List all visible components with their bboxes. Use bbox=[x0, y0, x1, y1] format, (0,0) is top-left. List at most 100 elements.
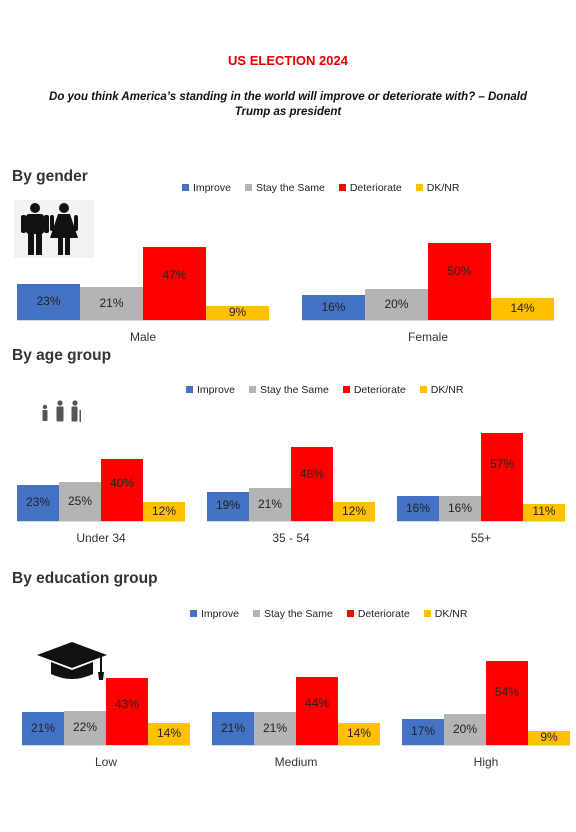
data-label: 23% bbox=[36, 294, 61, 308]
legend-item-improve: Improve bbox=[190, 608, 239, 620]
bar-deteriorate bbox=[296, 676, 338, 745]
category-label: Medium bbox=[274, 755, 318, 769]
legend-label-dknr: DK/NR bbox=[434, 608, 468, 620]
bar-deteriorate bbox=[428, 242, 491, 320]
data-label: 22% bbox=[72, 720, 98, 734]
legend-swatch-improve bbox=[186, 386, 193, 393]
data-label: 21% bbox=[30, 721, 56, 735]
bar-dknr bbox=[491, 298, 554, 320]
data-label: 21% bbox=[220, 721, 246, 735]
man-woman-icon bbox=[14, 200, 94, 258]
legend-item-improve: Improve bbox=[182, 182, 231, 194]
legend-swatch-improve bbox=[182, 184, 189, 191]
category-label: Female bbox=[407, 330, 448, 344]
category-label: Male bbox=[129, 330, 156, 344]
chart-baseline bbox=[17, 320, 269, 321]
data-label: 20% bbox=[384, 297, 409, 311]
graduation-cap-icon bbox=[37, 642, 107, 680]
bar-improve bbox=[212, 712, 254, 745]
data-label: 12% bbox=[151, 504, 177, 518]
legend-label-same: Stay the Same bbox=[263, 608, 333, 620]
legend-item-same: Stay the Same bbox=[252, 608, 333, 620]
data-label: 25% bbox=[67, 494, 93, 508]
data-label: 21% bbox=[99, 296, 124, 310]
bar-same bbox=[439, 496, 481, 521]
data-label: 14% bbox=[510, 301, 535, 315]
legend-item-dknr: DK/NR bbox=[415, 182, 460, 194]
data-label: 23% bbox=[25, 495, 51, 509]
chart-baseline bbox=[402, 745, 570, 746]
legend-swatch-deteriorate bbox=[342, 386, 350, 393]
data-label: 17% bbox=[410, 724, 436, 738]
data-label: 16% bbox=[447, 501, 473, 515]
legend-label-deteriorate: Deteriorate bbox=[357, 608, 410, 620]
bar-dknr bbox=[148, 723, 190, 745]
legend-item-improve: Improve bbox=[186, 384, 235, 396]
bar-improve bbox=[207, 491, 249, 521]
legend-label-same: Stay the Same bbox=[259, 384, 329, 396]
legend-item-same: Stay the Same bbox=[244, 182, 325, 194]
legend-item-same: Stay the Same bbox=[248, 384, 329, 396]
chart-baseline bbox=[17, 521, 185, 522]
data-label: 40% bbox=[109, 476, 135, 490]
category-label: 35 - 54 bbox=[272, 531, 310, 545]
data-label: 47% bbox=[162, 268, 187, 282]
category-label: 55+ bbox=[470, 531, 492, 545]
data-label: 54% bbox=[494, 685, 520, 699]
bar-improve bbox=[302, 295, 365, 320]
legend-label-same: Stay the Same bbox=[255, 182, 325, 194]
bar-dknr bbox=[206, 306, 269, 320]
legend-swatch-deteriorate bbox=[346, 610, 354, 617]
bar-improve bbox=[17, 284, 80, 320]
bar-same bbox=[254, 712, 296, 745]
legend-swatch-same bbox=[248, 386, 256, 393]
legend-label-improve: Improve bbox=[197, 384, 235, 396]
legend-label-dknr: DK/NR bbox=[430, 384, 464, 396]
data-label: 50% bbox=[447, 264, 472, 278]
section-title-gender: By gender bbox=[12, 168, 88, 185]
category-label: High bbox=[473, 755, 499, 769]
data-label: 48% bbox=[299, 467, 325, 481]
section-title-education: By education group bbox=[12, 570, 158, 587]
chart-baseline bbox=[22, 745, 190, 746]
data-label: 21% bbox=[262, 721, 288, 735]
legend-label-dknr: DK/NR bbox=[426, 182, 460, 194]
data-label: 9% bbox=[228, 305, 247, 319]
legend-swatch-same bbox=[244, 184, 252, 191]
legend-education: Improve Stay the Same Deteriorate DK/NR bbox=[190, 608, 481, 620]
bar-deteriorate bbox=[481, 432, 523, 521]
data-label: 12% bbox=[341, 504, 367, 518]
legend-age: Improve Stay the Same Deteriorate DK/NR bbox=[186, 384, 477, 396]
legend-swatch-dknr bbox=[419, 386, 427, 393]
data-label: 16% bbox=[321, 300, 346, 314]
chart-baseline bbox=[302, 320, 554, 321]
legend-item-deteriorate: Deteriorate bbox=[346, 608, 410, 620]
data-label: 14% bbox=[346, 726, 372, 740]
bar-deteriorate bbox=[143, 247, 206, 320]
bar-same bbox=[365, 289, 428, 320]
bar-improve bbox=[402, 718, 444, 745]
family-age-icon bbox=[42, 400, 81, 422]
data-label: 43% bbox=[114, 697, 140, 711]
data-label: 44% bbox=[304, 696, 330, 710]
bar-improve bbox=[17, 485, 59, 521]
data-label: 20% bbox=[452, 722, 478, 736]
legend-label-deteriorate: Deteriorate bbox=[349, 182, 402, 194]
bar-deteriorate bbox=[486, 661, 528, 745]
bar-deteriorate bbox=[291, 446, 333, 521]
bar-dknr bbox=[523, 503, 565, 521]
legend-swatch-improve bbox=[190, 610, 197, 617]
bar-same bbox=[59, 482, 101, 521]
data-label: 21% bbox=[257, 497, 283, 511]
data-label: 11% bbox=[532, 504, 556, 518]
chart-baseline bbox=[207, 521, 375, 522]
legend-item-dknr: DK/NR bbox=[419, 384, 464, 396]
legend-item-deteriorate: Deteriorate bbox=[338, 182, 402, 194]
category-label: Low bbox=[94, 755, 117, 769]
data-label: 57% bbox=[489, 457, 515, 471]
legend-swatch-dknr bbox=[415, 184, 423, 191]
bar-deteriorate bbox=[101, 459, 143, 521]
bar-dknr bbox=[528, 731, 570, 745]
bar-same bbox=[249, 488, 291, 521]
legend-label-deteriorate: Deteriorate bbox=[353, 384, 406, 396]
